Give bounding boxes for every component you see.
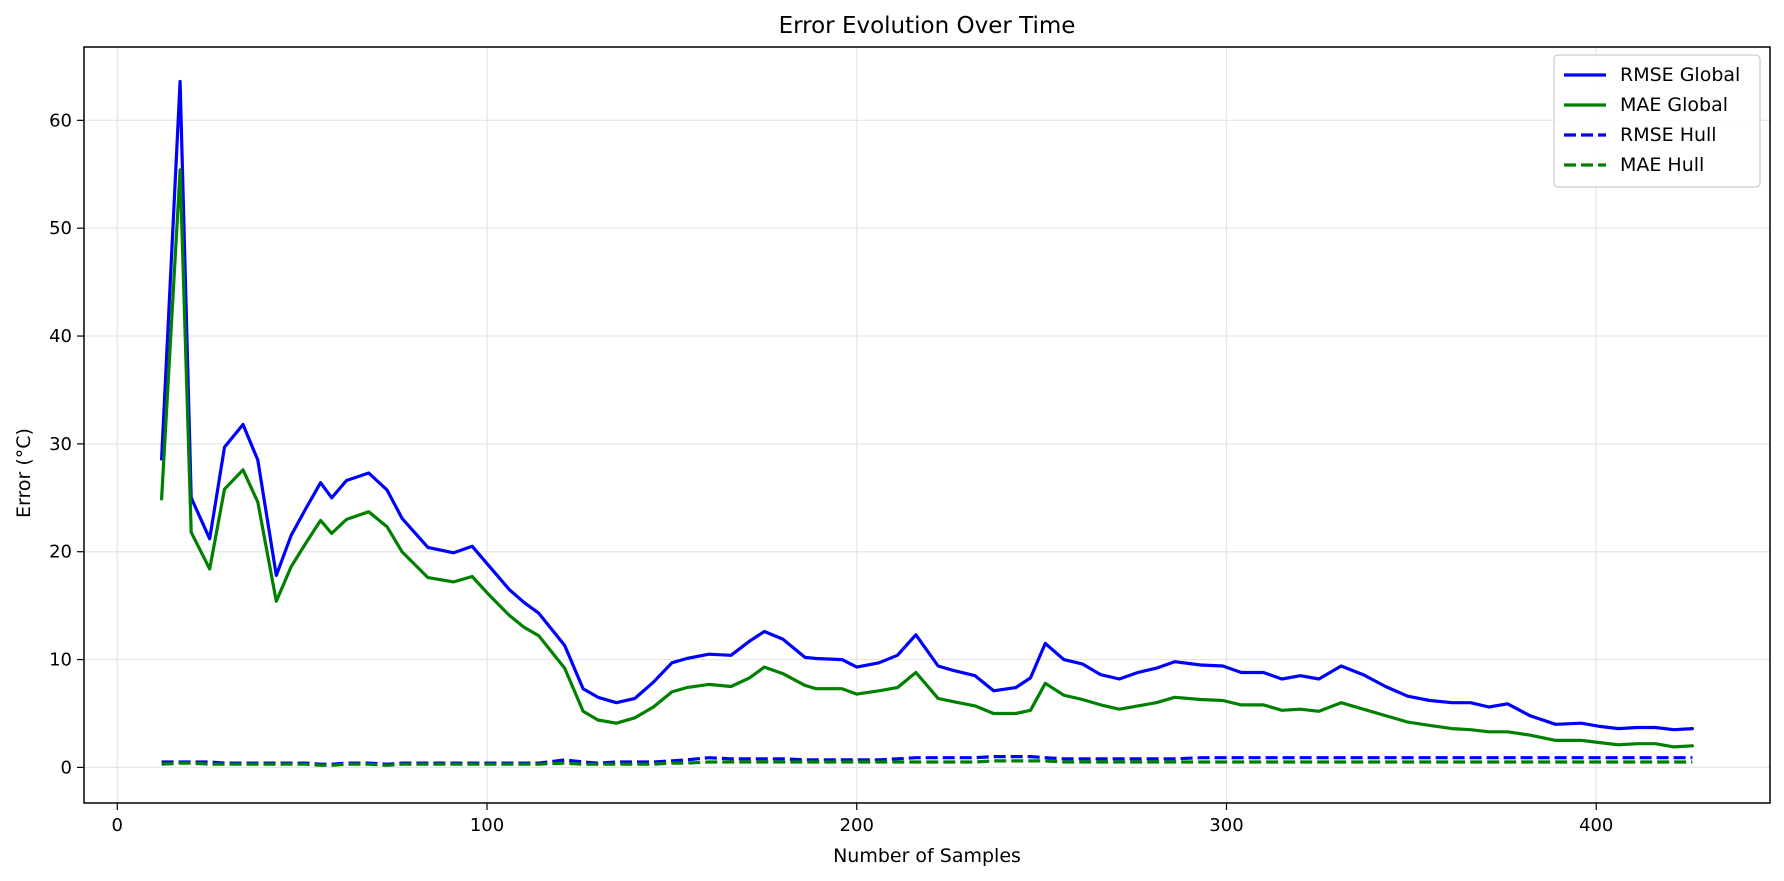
- y-tick-label: 0: [61, 757, 72, 778]
- x-tick-label: 300: [1209, 815, 1243, 836]
- x-axis-label: Number of Samples: [833, 845, 1021, 867]
- series-layer: [160, 79, 1695, 767]
- y-tick-label: 20: [49, 542, 72, 563]
- legend-box: [1553, 54, 1761, 188]
- x-tick-label: 400: [1579, 815, 1613, 836]
- y-axis-ticks: 0 10 20 30 40 50 60: [49, 110, 84, 778]
- x-tick-label: 200: [840, 815, 874, 836]
- x-axis-ticks: 0 100 200 300 400: [112, 803, 1613, 836]
- y-axis-label: Error (°C): [13, 428, 35, 518]
- series-line-mae-global: [160, 168, 1695, 749]
- x-tick-label: 100: [470, 815, 504, 836]
- plot-frame: [83, 46, 1771, 804]
- legend-label: MAE Global: [1620, 94, 1728, 116]
- legend-label: MAE Hull: [1620, 154, 1704, 176]
- legend-label: RMSE Global: [1620, 64, 1740, 86]
- y-tick-label: 30: [49, 434, 72, 455]
- legend: RMSE Global MAE Global RMSE Hull MAE Hull: [1553, 54, 1761, 188]
- series-line-rmse-global: [160, 79, 1695, 732]
- x-tick-label: 0: [112, 815, 123, 836]
- chart-title: Error Evolution Over Time: [779, 13, 1076, 39]
- legend-label: RMSE Hull: [1620, 124, 1717, 146]
- y-tick-label: 50: [49, 218, 72, 239]
- y-tick-label: 60: [49, 110, 72, 131]
- y-tick-label: 10: [49, 650, 72, 671]
- grid-lines: [84, 47, 1770, 803]
- series-line-rmse-hull: [161, 754, 1693, 766]
- y-tick-label: 40: [49, 326, 72, 347]
